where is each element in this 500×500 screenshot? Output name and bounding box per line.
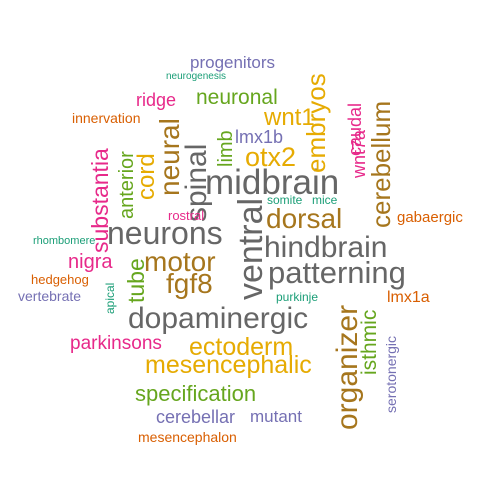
word-rostral: rostral <box>168 208 205 223</box>
word-lmx1a: lmx1a <box>387 289 430 306</box>
word-ventral: ventral <box>232 197 270 300</box>
word-ectoderm: ectoderm <box>189 333 294 361</box>
word-hedgehog: hedgehog <box>31 272 89 287</box>
word-mesencephalic: mesencephalic <box>145 351 312 379</box>
word-neurogenesis: neurogenesis <box>166 71 227 82</box>
word-wnt1: wnt1 <box>264 104 315 131</box>
word-somite: somite <box>267 193 303 207</box>
word-cord: cord <box>133 153 160 200</box>
word-vertebrate: vertebrate <box>18 288 82 304</box>
word-isthmic: isthmic <box>358 309 381 375</box>
word-hindbrain: hindbrain <box>264 231 388 264</box>
word-ridge: ridge <box>136 90 177 110</box>
word-dorsal: dorsal <box>266 203 343 234</box>
word-mesencephalon: mesencephalon <box>138 429 237 445</box>
word-tube: tube <box>123 258 149 303</box>
word-patterning: patterning <box>268 255 406 290</box>
word-mutant: mutant <box>250 407 302 426</box>
word-otx2: otx2 <box>245 142 297 172</box>
word-progenitors: progenitors <box>190 53 276 72</box>
word-gabaergic: gabaergic <box>397 209 463 226</box>
word-nigra: nigra <box>68 251 113 273</box>
word-anterior: anterior <box>116 151 138 219</box>
word-limb: limb <box>215 130 237 167</box>
word-specification: specification <box>135 381 257 406</box>
word-cerebellar: cerebellar <box>156 407 236 427</box>
word-purkinje: purkinje <box>276 290 319 304</box>
word-parkinsons: parkinsons <box>70 333 162 354</box>
word-mice: mice <box>312 193 338 207</box>
word-serotonergic: serotonergic <box>383 335 399 413</box>
word-cerebellum: cerebellum <box>366 100 396 228</box>
word-neural: neural <box>154 118 185 196</box>
word-neuronal: neuronal <box>196 86 278 109</box>
word-lmx1b: lmx1b <box>235 127 284 147</box>
word-rhombomere: rhombomere <box>33 235 96 247</box>
word-dopaminergic: dopaminergic <box>128 302 309 335</box>
word-innervation: innervation <box>72 110 141 126</box>
word-apical: apical <box>103 282 117 314</box>
word-motor: motor <box>144 246 216 277</box>
word-neurons: neurons <box>107 215 223 251</box>
word-midbrain: midbrain <box>205 163 340 202</box>
word-fgf8: fgf8 <box>166 268 213 299</box>
